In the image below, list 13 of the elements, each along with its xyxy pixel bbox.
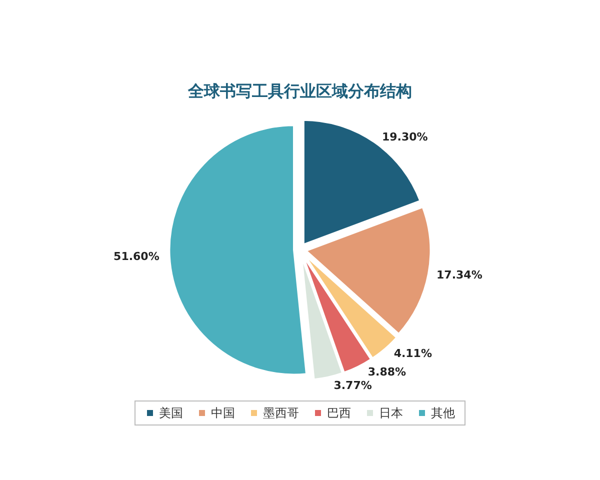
- data-label: 3.77%: [334, 379, 372, 392]
- legend-label: 巴西: [327, 406, 351, 420]
- data-label: 3.88%: [368, 366, 406, 379]
- data-label: 51.60%: [114, 250, 160, 263]
- data-label: 19.30%: [382, 130, 428, 144]
- legend-label: 中国: [211, 406, 235, 420]
- data-label: 4.11%: [394, 346, 432, 360]
- legend-label: 美国: [159, 406, 183, 420]
- data-label: 17.34%: [436, 268, 482, 282]
- legend-label: 日本: [379, 406, 403, 420]
- legend-label: 墨西哥: [263, 406, 299, 420]
- legend-label: 其他: [431, 406, 455, 420]
- chart-title: 全球书写工具行业区域分布结构: [187, 82, 412, 100]
